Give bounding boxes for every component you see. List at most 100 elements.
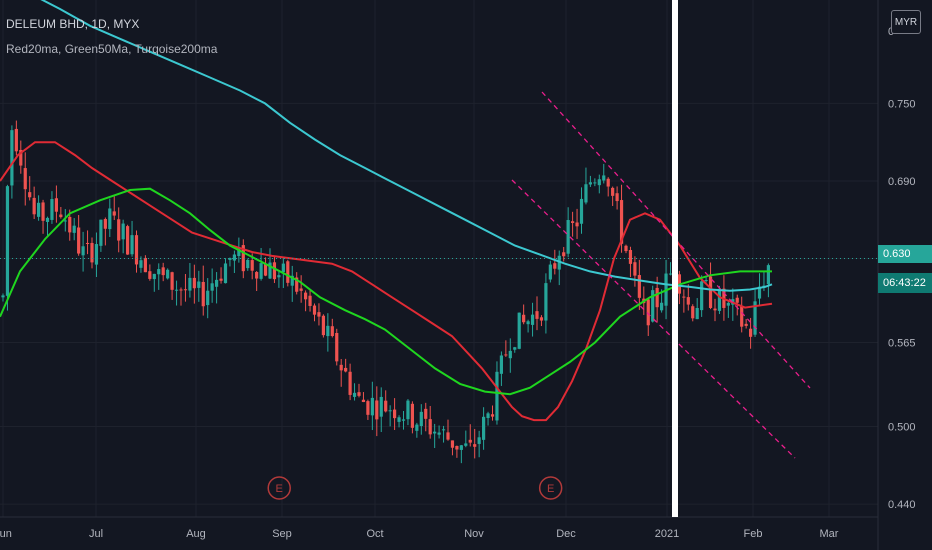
candle-body — [655, 287, 659, 308]
candle-body — [419, 411, 423, 427]
candle-body — [566, 220, 570, 254]
price-axis-label: 0.690 — [888, 176, 916, 188]
candle-body — [753, 301, 757, 335]
earnings-marker — [267, 476, 291, 500]
candle-body — [339, 364, 343, 371]
candle-body — [161, 267, 165, 276]
candle-body — [646, 299, 650, 326]
candle-body — [384, 400, 388, 412]
candle-body — [37, 202, 41, 217]
candle-body — [112, 211, 116, 216]
candle-body — [121, 223, 125, 240]
candle-body — [562, 252, 566, 257]
candle-body — [482, 416, 486, 440]
candle-body — [246, 259, 250, 269]
currency-badge[interactable]: MYR — [891, 10, 921, 34]
candle-body — [352, 392, 357, 397]
candle-body — [277, 275, 281, 278]
candle-body — [19, 149, 23, 166]
candle-body — [450, 440, 455, 448]
candle-body — [606, 178, 610, 187]
candle-body — [508, 350, 512, 359]
time-axis-label: Feb — [744, 528, 763, 540]
candle-body — [188, 277, 192, 291]
candle-body — [59, 214, 63, 218]
candle-body — [10, 130, 14, 186]
candle-body — [304, 292, 308, 300]
candle-body — [166, 269, 170, 279]
candle-body — [593, 182, 597, 184]
candle-body — [437, 432, 441, 435]
candle-body — [757, 286, 762, 299]
candle-body — [192, 277, 196, 289]
candle-body — [215, 279, 219, 287]
candle-body — [553, 263, 557, 269]
candle-body — [326, 325, 330, 337]
candle-body — [312, 305, 317, 315]
candle-body — [740, 306, 744, 327]
price-axis-label: 0.750 — [888, 98, 916, 110]
candle-body — [321, 315, 325, 336]
candle-body — [749, 328, 753, 337]
candle-body — [357, 392, 361, 396]
candle-body — [361, 399, 366, 403]
candle-body — [441, 429, 446, 431]
candle-body — [446, 432, 450, 440]
candle-body — [348, 371, 352, 395]
candle-body — [686, 297, 690, 305]
candle-body — [170, 272, 174, 290]
candle-body — [259, 263, 263, 279]
candle-body — [691, 306, 695, 319]
candle-body — [517, 312, 521, 349]
candle-body — [473, 444, 477, 447]
candle-body — [504, 354, 508, 356]
candle-body — [708, 276, 713, 308]
candle-body — [530, 314, 535, 325]
candle-body — [571, 221, 575, 223]
candle-body — [433, 431, 437, 434]
candle-body — [45, 217, 50, 222]
candle-body — [206, 290, 210, 306]
candle-body — [63, 220, 67, 222]
time-axis-label: Nov — [464, 528, 484, 540]
candle-body — [464, 443, 468, 446]
candle-body — [94, 244, 99, 265]
candle-body — [597, 179, 601, 186]
candle-body — [183, 289, 188, 291]
candle-body — [499, 355, 503, 374]
time-axis-label: Mar — [820, 528, 839, 540]
candle-body — [490, 414, 495, 417]
candle-body — [268, 262, 272, 279]
candle-body — [700, 281, 704, 311]
earnings-label: E — [547, 483, 554, 495]
indicators-legend[interactable]: Red20ma, Green50Ma, Turqoise200ma — [6, 42, 218, 56]
candle-body — [766, 265, 770, 285]
candle-body — [602, 175, 606, 181]
candle-body — [143, 257, 147, 273]
earnings-marker — [538, 476, 563, 500]
symbol-title[interactable]: DELEUM BHD, 1D, MYX — [6, 17, 140, 31]
candle-body — [651, 290, 655, 322]
candle-body — [148, 271, 152, 279]
ma200-line — [40, 0, 773, 292]
candle-body — [130, 235, 134, 255]
candle-body — [295, 277, 299, 292]
candle-body — [77, 227, 81, 254]
candle-body — [5, 186, 10, 296]
candle-body — [32, 197, 36, 215]
candle-body — [72, 225, 76, 233]
candle-body — [539, 317, 544, 321]
candle-body — [174, 289, 179, 291]
time-axis-label: Jul — [89, 528, 103, 540]
candle-body — [272, 262, 277, 280]
candle-body — [584, 184, 588, 203]
price-axis-label: 0.565 — [888, 338, 916, 350]
candle-body — [735, 297, 739, 303]
candle-body — [744, 323, 748, 326]
candle-body — [624, 245, 628, 252]
candle-body — [317, 312, 321, 317]
candle-body — [619, 200, 624, 244]
candle-body — [344, 367, 348, 372]
